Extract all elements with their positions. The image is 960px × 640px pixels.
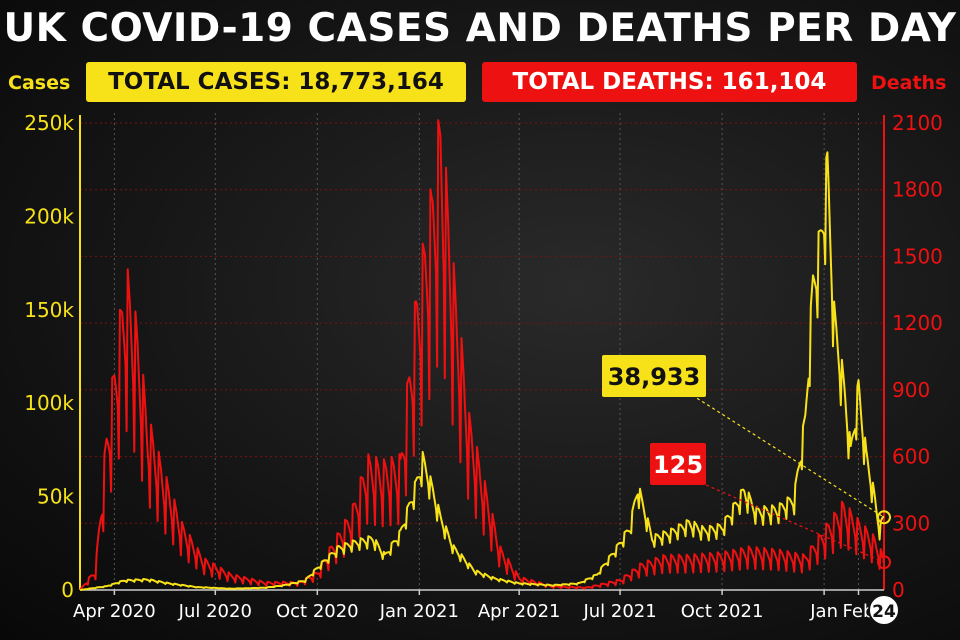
deaths-tick-label: 2100 xyxy=(892,111,943,135)
cases-tick-label: 100k xyxy=(24,391,74,415)
x-tick-label: Jan xyxy=(809,601,838,622)
x-tick-label: Oct 2021 xyxy=(681,601,764,622)
cases-tick-label: 0 xyxy=(61,578,74,602)
cases-tick-label: 150k xyxy=(24,298,74,322)
cases-tick-label: 50k xyxy=(37,485,74,509)
x-tick-label: Feb xyxy=(843,601,875,622)
cases-axis-title: Cases xyxy=(8,72,71,94)
deaths-annotation-marker xyxy=(877,555,891,570)
cases-annotation-leader xyxy=(691,394,885,518)
deaths-tick-label: 1800 xyxy=(892,178,943,202)
cases-annotation-label: 38,933 xyxy=(608,363,701,391)
deaths-annotation-leader xyxy=(705,484,885,563)
deaths-tick-label: 300 xyxy=(892,511,930,535)
cases-annotation-box xyxy=(602,355,706,397)
x-tick-label: Jan 2021 xyxy=(379,601,459,622)
x-tick-label: Jul 2021 xyxy=(582,601,656,622)
total-deaths-banner: TOTAL DEATHS: 161,104 xyxy=(482,62,857,102)
deaths-tick-label: 900 xyxy=(892,378,930,402)
cases-tick-label: 200k xyxy=(24,204,74,228)
cases-tick-label: 250k xyxy=(24,111,74,135)
x-tick-label: Jul 2020 xyxy=(178,601,252,622)
x-tick-label: Apr 2021 xyxy=(478,601,561,622)
deaths-tick-label: 0 xyxy=(892,578,905,602)
cases-annotation-marker xyxy=(877,510,891,525)
deaths-tick-label: 1500 xyxy=(892,244,943,268)
deaths-annotation-label: 125 xyxy=(653,451,703,479)
deaths-axis-title: Deaths xyxy=(871,72,947,94)
deaths-series-line xyxy=(79,119,885,591)
deaths-tick-label: 1200 xyxy=(892,311,943,335)
deaths-annotation-box xyxy=(650,443,706,485)
total-cases-banner: TOTAL CASES: 18,773,164 xyxy=(86,62,466,102)
deaths-tick-label: 600 xyxy=(892,445,930,469)
end-date-badge xyxy=(868,594,900,626)
x-tick-label: Apr 2020 xyxy=(73,601,156,622)
end-date-label: 24 xyxy=(872,602,896,622)
chart-title: UK COVID-19 CASES AND DEATHS PER DAY xyxy=(3,6,957,51)
x-tick-label: Oct 2020 xyxy=(276,601,359,622)
cases-series-line xyxy=(79,151,885,591)
